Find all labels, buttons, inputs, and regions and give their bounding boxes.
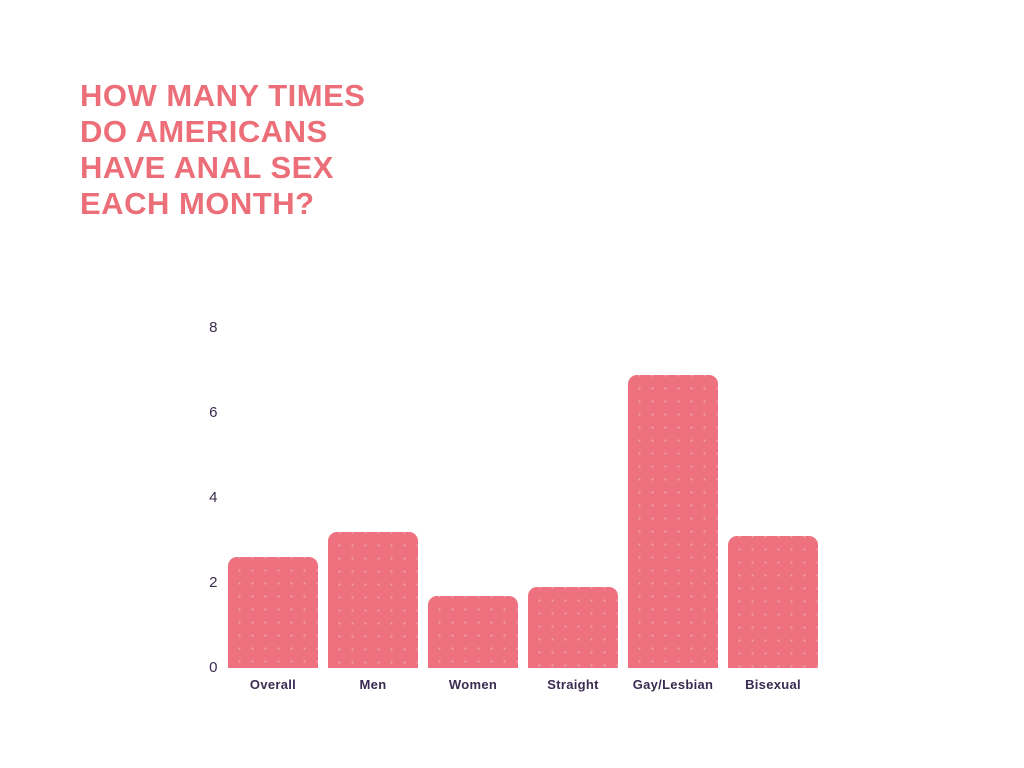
bar-men bbox=[328, 532, 418, 668]
x-tick-label-bisexual: Bisexual bbox=[745, 677, 801, 692]
bar-gay-lesbian bbox=[628, 375, 718, 668]
title-line-4: EACH MONTH? bbox=[80, 186, 315, 221]
title-line-2: DO AMERICANS bbox=[80, 114, 328, 149]
y-tick-label-2: 2 bbox=[209, 574, 218, 591]
y-tick-label-6: 6 bbox=[209, 404, 218, 421]
x-tick-label-women: Women bbox=[448, 677, 498, 692]
x-tick-label-men: Men bbox=[359, 677, 387, 692]
x-tick-label-gay-lesbian: Gay/Lesbian bbox=[632, 677, 714, 692]
y-tick-label-4: 4 bbox=[209, 489, 218, 506]
title-line-3: HAVE ANAL SEX bbox=[80, 150, 334, 185]
bar-overall bbox=[228, 557, 318, 668]
bar-straight bbox=[528, 587, 618, 668]
x-tick-label-straight: Straight bbox=[547, 677, 599, 692]
y-tick-label-0: 0 bbox=[209, 659, 218, 676]
title-line-1: HOW MANY TIMES bbox=[80, 78, 366, 113]
y-tick-label-8: 8 bbox=[209, 319, 218, 336]
page-title: HOW MANY TIMES DO AMERICANS HAVE ANAL SE… bbox=[80, 78, 365, 222]
bar-bisexual bbox=[728, 536, 818, 668]
bar-women bbox=[428, 596, 518, 668]
x-tick-label-overall: Overall bbox=[249, 677, 297, 692]
